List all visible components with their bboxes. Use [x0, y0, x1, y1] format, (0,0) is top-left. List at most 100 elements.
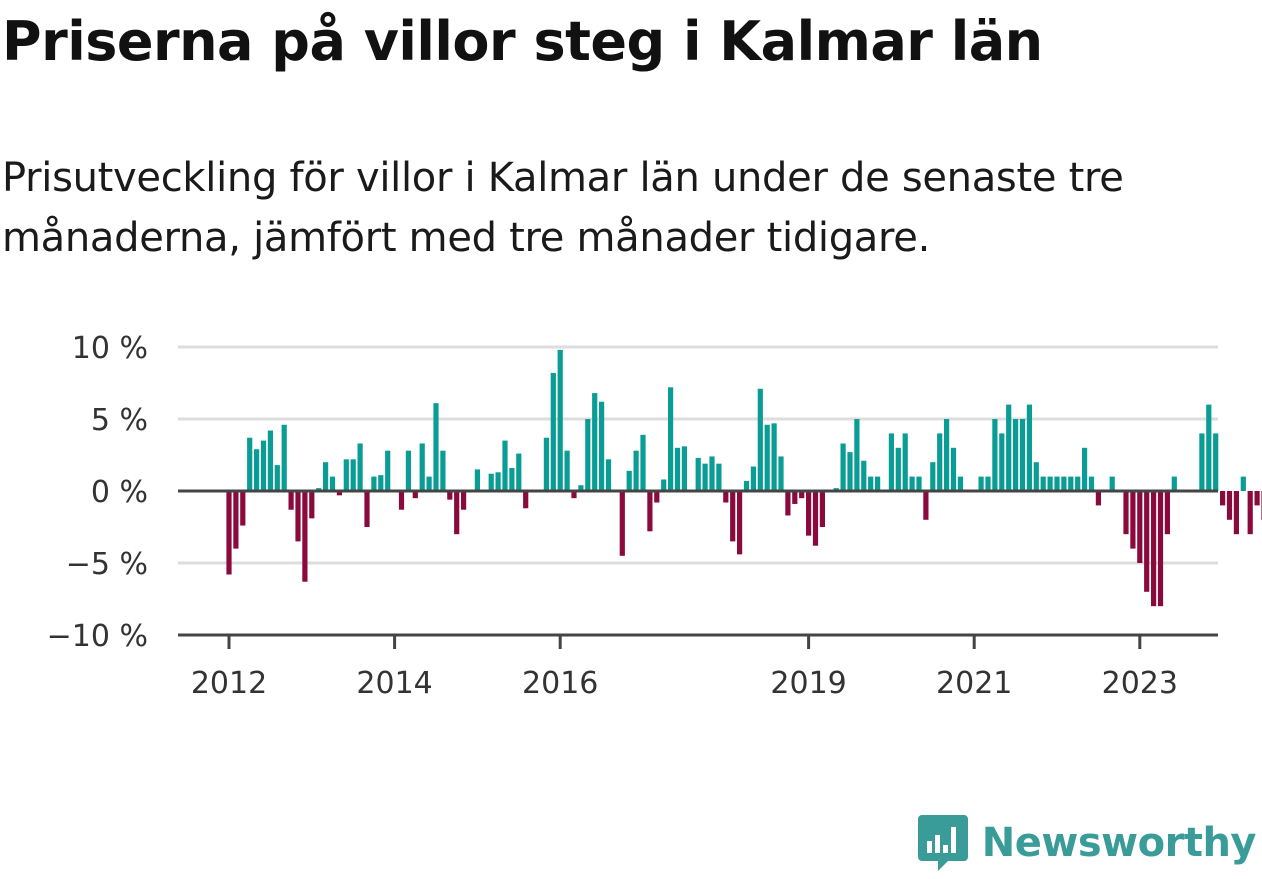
- bar: [1206, 404, 1212, 491]
- bar: [875, 476, 881, 491]
- bar: [1213, 433, 1219, 491]
- bar: [1144, 491, 1150, 592]
- bar: [1164, 491, 1170, 535]
- bar: [592, 393, 598, 491]
- brand-logo: Newsworthy: [917, 815, 1257, 871]
- bar: [350, 459, 356, 491]
- bar: [495, 472, 501, 491]
- bar: [309, 491, 315, 519]
- bar: [1233, 491, 1239, 535]
- bar: [647, 491, 653, 532]
- bar: [364, 491, 370, 527]
- bar: [488, 473, 494, 491]
- bar: [288, 491, 294, 510]
- bar: [757, 388, 763, 491]
- bar: [357, 443, 363, 491]
- bar: [447, 491, 453, 500]
- bar: [812, 491, 819, 546]
- bar: [385, 450, 391, 491]
- chart-title: Priserna på villor steg i Kalmar län: [2, 10, 1043, 73]
- bar: [329, 476, 336, 491]
- bar: [247, 437, 253, 491]
- bar: [226, 491, 232, 575]
- bar: [868, 476, 874, 491]
- axes: [178, 489, 1218, 637]
- bar: [371, 476, 377, 491]
- bar: [343, 459, 349, 491]
- bar: [1013, 419, 1019, 491]
- bar: [778, 456, 784, 491]
- bar: [557, 349, 563, 491]
- x-axis-ticks: 2012201420162019202120232025: [191, 635, 1178, 701]
- bar: [1054, 476, 1060, 491]
- bar: [923, 491, 929, 520]
- bar: [585, 419, 591, 491]
- bar: [985, 476, 991, 491]
- bar: [523, 491, 529, 509]
- bar: [626, 470, 632, 491]
- bar: [619, 491, 625, 556]
- bar: [1254, 491, 1260, 506]
- bar: [233, 491, 239, 549]
- newsworthy-logo-icon: [917, 815, 968, 871]
- bar: [1157, 491, 1164, 607]
- bar: [654, 491, 660, 503]
- bar: [1019, 419, 1026, 491]
- bar: [633, 450, 639, 491]
- bar: [944, 419, 950, 491]
- bar: [730, 491, 736, 542]
- bar: [937, 433, 943, 491]
- bar: [930, 462, 936, 491]
- bar: [378, 475, 384, 491]
- bar: [605, 459, 612, 491]
- bar: [909, 476, 915, 491]
- bar: [267, 430, 273, 491]
- bar-chart: 10 % 5 % 0 % −5 % −10 % 2012 2014 2016 2019 2021…: [47, 331, 1262, 701]
- x-tick-label: 2023: [1102, 666, 1178, 701]
- bar: [978, 476, 984, 491]
- bar: [260, 440, 267, 491]
- bar: [764, 424, 770, 491]
- bar: [474, 469, 480, 491]
- bar: [1068, 476, 1074, 491]
- bar: [1171, 476, 1177, 491]
- bar: [861, 460, 867, 491]
- bar: [681, 446, 687, 491]
- bar: [1033, 462, 1039, 491]
- bar: [723, 491, 729, 503]
- bar: [1061, 476, 1067, 491]
- bar: [543, 437, 549, 491]
- bar: [1082, 447, 1088, 491]
- bar: [398, 491, 405, 510]
- bar: [302, 491, 308, 582]
- bar: [274, 465, 280, 491]
- bar: [550, 372, 556, 491]
- bar: [785, 491, 791, 516]
- bar: [599, 401, 605, 491]
- bar: [771, 423, 777, 491]
- bar: [895, 447, 901, 491]
- bar: [1109, 476, 1115, 491]
- bar: [578, 485, 584, 491]
- bar: [806, 491, 812, 536]
- bar: [1088, 476, 1095, 491]
- bar: [702, 463, 708, 491]
- bar: [412, 491, 418, 499]
- bar: [819, 491, 825, 527]
- bar: [695, 457, 701, 491]
- bar: [709, 456, 715, 491]
- bar: [1130, 491, 1136, 549]
- bar: [902, 433, 908, 491]
- bar: [254, 449, 260, 491]
- bar: [433, 403, 439, 491]
- bar: [1095, 491, 1101, 506]
- brand-name: Newsworthy: [981, 820, 1257, 866]
- y-axis-ticks: 10 % 5 % 0 % −5 % −10 %: [47, 331, 148, 654]
- bar: [750, 466, 756, 491]
- bar: [295, 491, 301, 542]
- chart-subtitle: Prisutveckling för villor i Kalmar län u…: [2, 155, 1124, 261]
- bar: [950, 447, 957, 491]
- bar: [737, 491, 743, 555]
- bar: [240, 491, 246, 526]
- bar: [1220, 491, 1226, 506]
